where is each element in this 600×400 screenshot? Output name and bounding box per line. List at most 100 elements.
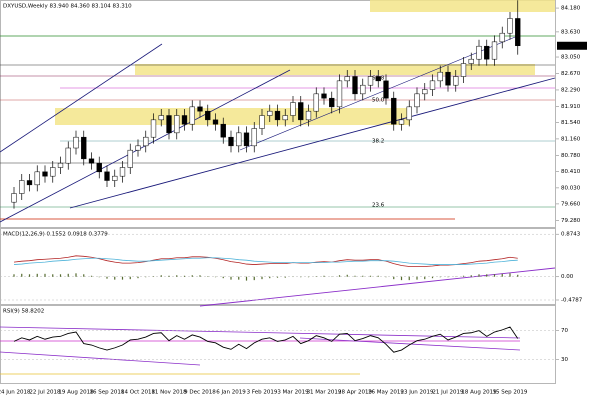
- macd-histogram-bar: [416, 276, 418, 280]
- x-tick-label: 18 Aug 2019: [461, 390, 497, 396]
- last-price-box: [557, 41, 587, 50]
- candle-body: [313, 93, 319, 112]
- candle-body: [73, 136, 79, 149]
- candle-body: [158, 115, 164, 121]
- candle-body: [228, 136, 234, 147]
- price-drawings: [0, 0, 556, 223]
- x-tick-label: 16 Sep 2018: [90, 390, 125, 396]
- macd-histogram-bar: [323, 275, 325, 277]
- candle-body: [205, 110, 211, 121]
- candle-body: [26, 180, 33, 186]
- candle-body: [414, 93, 420, 108]
- candle-body: [367, 76, 374, 86]
- macd-histogram-bar: [121, 276, 124, 280]
- x-tick-label: 14 Oct 2018: [121, 390, 156, 396]
- candle-body: [336, 80, 343, 108]
- macd-histogram-bar: [462, 275, 465, 277]
- candle-body: [88, 158, 95, 164]
- macd-histogram-bar: [13, 274, 15, 277]
- candle-body: [499, 32, 505, 43]
- last-price-label: 83.310: [559, 43, 579, 49]
- macd-histogram-bar: [44, 273, 46, 277]
- candle-body: [406, 106, 412, 121]
- x-tick-label: 24 Jun 2018: [0, 390, 31, 396]
- candle-body: [437, 71, 443, 82]
- candle-body: [305, 110, 312, 121]
- candle-body: [507, 18, 513, 34]
- candle-body: [150, 119, 157, 138]
- macd-histogram-bar: [59, 274, 62, 277]
- candle-body: [491, 41, 498, 60]
- x-tick-label: 3 Mar 2019: [277, 390, 309, 396]
- macd-histogram-bar: [284, 276, 286, 278]
- macd-histogram-bar: [176, 275, 178, 277]
- macd-histogram-bar: [261, 276, 263, 280]
- x-tick-label: 3 Feb 2019: [247, 390, 278, 396]
- candle-body: [352, 76, 358, 95]
- candle-body: [375, 76, 381, 82]
- rsi-title: RSI(9) 58.8202: [3, 309, 44, 315]
- macd-histogram-bar: [230, 276, 232, 280]
- candle-body: [197, 106, 203, 112]
- y-tick-label: 82.290: [561, 87, 581, 93]
- x-tick-label: 9 Dec 2018: [184, 390, 216, 396]
- x-tick-label: 19 Aug 2018: [58, 390, 94, 396]
- candle-body: [19, 180, 25, 194]
- frames: [0, 0, 556, 384]
- macd-histogram-bar: [90, 275, 93, 277]
- macd-histogram-bar: [400, 276, 403, 281]
- candle-body: [329, 97, 335, 108]
- x-tick-label: 11 Nov 2018: [151, 390, 187, 396]
- candle-body: [220, 123, 226, 138]
- x-tick-label: 23 Jun 2019: [400, 390, 434, 396]
- macd-histogram-bar: [493, 274, 496, 277]
- macd-histogram-bar: [377, 275, 379, 277]
- macd-histogram-bar: [346, 274, 348, 277]
- macd-histogram-bar: [75, 273, 77, 277]
- candle-body: [298, 102, 304, 121]
- candle-body: [65, 147, 71, 164]
- macd-histogram-bar: [83, 274, 85, 277]
- candle-body: [360, 84, 366, 95]
- macd-histogram-bar: [222, 276, 224, 279]
- candle-body: [42, 171, 48, 177]
- candle-body: [515, 18, 521, 47]
- y-tick-label: 83.630: [561, 29, 581, 35]
- macd-histogram-bar: [28, 274, 31, 277]
- macd-histogram-bar: [362, 275, 364, 277]
- macd-histogram-bar: [470, 275, 472, 277]
- candle-body: [460, 63, 467, 77]
- x-tick-label: 26 May 2019: [368, 390, 404, 396]
- candle-body: [212, 119, 219, 125]
- y-tick-label: 83.050: [561, 55, 581, 61]
- candle-body: [143, 136, 149, 147]
- macd-histogram-bar: [354, 275, 356, 277]
- macd-histogram-bar: [478, 274, 480, 277]
- candle-body: [174, 115, 180, 134]
- macd-histogram-bar: [160, 275, 162, 277]
- candle-body: [422, 89, 428, 95]
- candle-body: [81, 136, 87, 160]
- candle-body: [112, 175, 118, 181]
- y-tick-label: 81.910: [561, 104, 581, 110]
- macd-histogram-bar: [129, 276, 131, 280]
- macd-histogram-bar: [486, 274, 488, 277]
- y-tick-label: 0.8743: [561, 232, 581, 238]
- macd-histogram-bar: [191, 275, 193, 277]
- y-tick-label: 80.410: [561, 169, 581, 175]
- candle-body: [476, 45, 482, 60]
- candle-body: [282, 115, 288, 121]
- candle-body: [57, 162, 64, 168]
- macd-histogram-bar: [199, 275, 201, 277]
- macd-histogram-bar: [269, 276, 271, 279]
- candle-body: [259, 115, 265, 129]
- macd-histogram-bar: [67, 273, 69, 277]
- y-tick-label: 80.780: [561, 153, 581, 159]
- y-tick-label: 30: [561, 357, 568, 363]
- candle-body: [383, 80, 389, 99]
- macd-histogram-bar: [408, 276, 410, 281]
- candle-body: [119, 167, 126, 177]
- macd-histogram-bar: [21, 273, 23, 277]
- y-tick-label: -0.4787: [561, 297, 583, 303]
